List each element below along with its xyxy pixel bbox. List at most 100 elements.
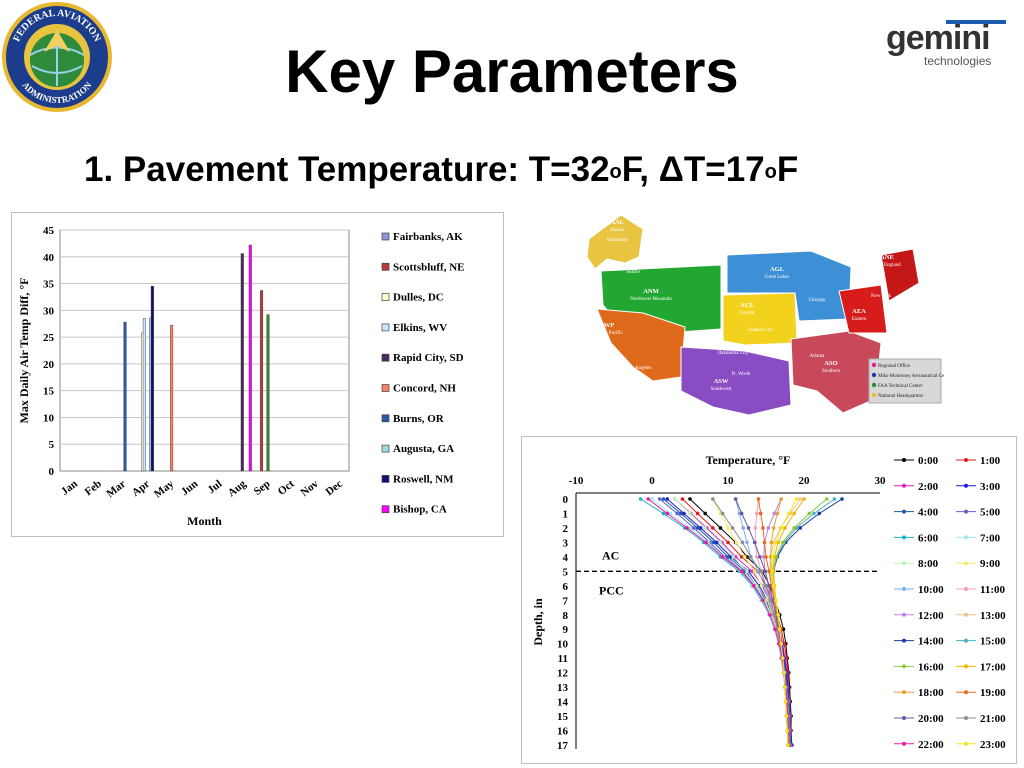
map-region-ace — [722, 292, 798, 346]
bar-y-tick-label: 5 — [49, 439, 55, 451]
depth-point — [688, 497, 692, 501]
bar-legend-label: Elkins, WV — [393, 322, 447, 334]
depth-legend-marker — [902, 458, 906, 462]
depth-point — [638, 497, 643, 501]
map-region-ane — [880, 248, 920, 302]
map-region-awp — [596, 308, 686, 382]
depth-legend-label: 3:00 — [980, 481, 1001, 493]
depth-legend-label: 10:00 — [918, 584, 944, 596]
depth-point — [774, 540, 778, 545]
depth-point — [746, 526, 751, 530]
depth-point — [753, 526, 758, 530]
bar-x-tick-label: Jan — [59, 478, 80, 498]
depth-point — [825, 497, 829, 501]
depth-legend-marker — [964, 458, 968, 462]
subtitle-mid2: T=17 — [683, 150, 765, 189]
depth-point — [802, 497, 806, 501]
depth-point — [688, 511, 692, 516]
bar-legend-swatch — [381, 232, 390, 241]
depth-point — [764, 555, 768, 559]
depth-y-tick-label: 8 — [563, 610, 569, 622]
depth-y-tick-label: 13 — [557, 682, 569, 694]
bar-legend-label: Roswell, NM — [393, 473, 454, 485]
depth-legend-label: 20:00 — [918, 713, 944, 725]
depth-y-tick-label: 15 — [557, 711, 569, 723]
bar-y-tick-label: 0 — [49, 466, 55, 478]
depth-point — [784, 714, 789, 718]
depth-y-tick-label: 1 — [563, 508, 569, 520]
depth-point — [761, 598, 765, 603]
depth-point — [774, 598, 778, 603]
bar-legend-label: Dulles, DC — [393, 292, 444, 304]
bar-mark — [142, 318, 146, 472]
bar-x-axis-label: Month — [187, 514, 222, 528]
subtitle-delta: Δ — [658, 150, 684, 189]
depth-point — [771, 526, 776, 530]
depth-y-tick-label: 9 — [563, 624, 569, 636]
map-city-label: New York — [871, 294, 892, 299]
map-city-label: Los Angeles — [627, 366, 652, 371]
depth-chart-frame: Temperature, °F -10 0 10 20 30 0 1 2 3 4 5 6 7 8 9 10 11 1… — [521, 436, 1017, 764]
depth-point — [780, 656, 785, 660]
depth-point — [752, 540, 757, 545]
depth-legend-label: 19:00 — [980, 687, 1006, 699]
map-city-label: Seattle — [626, 270, 640, 275]
depth-point — [703, 511, 707, 516]
bar-legend-swatch — [381, 323, 390, 332]
map-region-code: ANM — [643, 288, 659, 295]
depth-y-tick-label: 6 — [563, 581, 569, 593]
depth-legend-marker — [902, 587, 906, 591]
depth-point — [730, 526, 735, 530]
depth-point — [695, 526, 700, 530]
depth-point — [755, 555, 759, 559]
depth-point — [752, 569, 757, 574]
depth-point — [665, 497, 669, 501]
depth-point — [688, 526, 692, 530]
map-region-name: Great Lakes — [765, 275, 789, 280]
depth-legend-marker — [964, 664, 968, 669]
depth-point — [731, 555, 736, 559]
depth-point — [675, 511, 679, 516]
faa-logo-eagle-icon — [44, 30, 70, 52]
depth-point — [745, 540, 749, 545]
depth-chart: Temperature, °F-10 0 10 20 30012345678910111… — [531, 453, 1006, 752]
bar-x-tick-label: Dec — [323, 478, 344, 498]
depth-legend-label: 12:00 — [918, 610, 944, 622]
bar-mark — [266, 314, 270, 472]
depth-point — [787, 511, 791, 516]
bar-mark — [260, 290, 264, 472]
bar-x-tick-label: Jul — [205, 478, 224, 496]
depth-point — [770, 569, 774, 574]
depth-legend-marker — [902, 612, 906, 617]
depth-point — [758, 569, 763, 574]
subtitle-end: F — [776, 150, 799, 189]
faa-regions-map-svg: AAL Alaska ANM Northwest Mountain AGL Great L… — [586, 214, 952, 416]
map-city-label: Kansas City — [749, 328, 774, 333]
depth-x-axis-title: Temperature, °F — [706, 453, 791, 467]
depth-legend-marker — [902, 509, 906, 514]
depth-point — [773, 627, 777, 632]
map-region-agl — [726, 250, 852, 322]
bar-y-tick-label: 10 — [43, 412, 55, 424]
subtitle-degree-2: o — [764, 161, 777, 183]
depth-legend-marker — [964, 741, 968, 746]
depth-y-tick-label: 2 — [563, 523, 569, 535]
depth-x-tick-label: 0 — [649, 475, 655, 487]
depth-point — [772, 612, 777, 617]
depth-legend-label: 7:00 — [980, 532, 1001, 544]
depth-x-tick-label: -10 — [569, 475, 584, 487]
map-legend-label: Regional Office — [878, 364, 911, 369]
depth-point — [798, 497, 802, 501]
bar-mark — [123, 321, 127, 472]
bar-x-tick-label: May — [152, 478, 177, 501]
depth-point — [718, 540, 723, 545]
depth-point — [682, 511, 686, 516]
depth-y-tick-label: 4 — [563, 552, 569, 564]
bar-legend-swatch — [381, 353, 390, 362]
depth-point — [768, 612, 772, 617]
depth-legend-label: 14:00 — [918, 636, 944, 648]
map-region-name: Alaska — [610, 228, 625, 233]
depth-legend-marker — [902, 664, 906, 669]
depth-y-tick-label: 14 — [557, 697, 569, 709]
depth-point — [780, 540, 785, 545]
